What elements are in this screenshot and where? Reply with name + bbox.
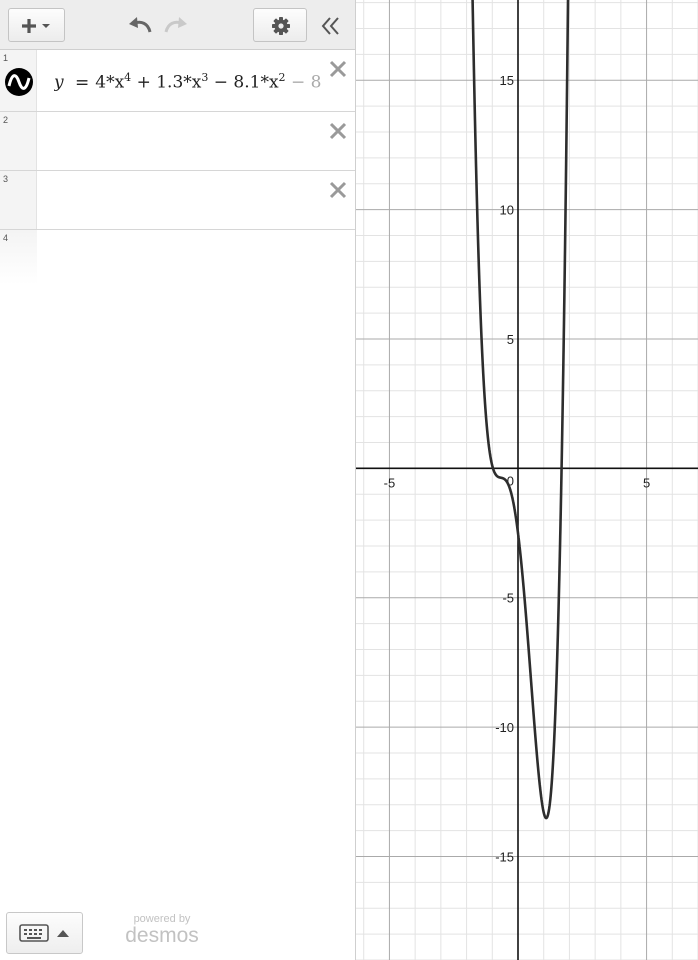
y-tick-label: -10 xyxy=(495,720,514,735)
grid-minor xyxy=(356,0,698,960)
expression-formula[interactable]: y = 4*x4 + 1.3*x3 − 8.1*x2 − 8 xyxy=(54,71,326,93)
formula-exponent: 4 xyxy=(124,71,132,84)
expression-number: 3 xyxy=(3,174,9,184)
axes xyxy=(356,0,698,960)
expression-number: 4 xyxy=(3,233,9,243)
formula-term: + 1.3*x xyxy=(131,72,202,93)
triangle-up-icon xyxy=(57,930,69,937)
expression-row-1[interactable]: 1 y = 4*x4 + 1.3*x3 − 8.1*x2 − 8 xyxy=(0,50,355,112)
keyboard-icon xyxy=(19,924,49,942)
expression-panel: 1 y = 4*x4 + 1.3*x3 − 8.1*x2 − 8 2 3 xyxy=(0,0,356,960)
expression-gutter: 3 xyxy=(0,171,37,229)
delete-expression-icon[interactable] xyxy=(327,58,349,80)
y-tick-label: 10 xyxy=(500,203,514,218)
y-tick-label: 15 xyxy=(500,73,514,88)
function-curve[interactable] xyxy=(471,0,570,820)
formula-term: 4*x xyxy=(95,72,125,93)
x-tick-label: -5 xyxy=(384,475,396,490)
powered-by-label: powered by xyxy=(133,913,191,925)
expression-gutter: 1 xyxy=(0,50,37,111)
gear-icon xyxy=(272,17,290,35)
expression-gutter: 4 xyxy=(0,230,37,285)
expression-row-3[interactable]: 3 xyxy=(0,171,355,230)
expression-toolbar xyxy=(0,0,355,50)
keyboard-toggle-button[interactable] xyxy=(6,912,83,954)
formula-term: − 8 xyxy=(285,72,322,93)
origin-label: 0 xyxy=(507,473,514,488)
x-tick-label: 5 xyxy=(643,475,650,490)
formula-lhs: y xyxy=(54,72,64,93)
formula-equals: = xyxy=(75,72,90,93)
formula-exponent: 2 xyxy=(278,71,286,84)
tick-labels: -5 0 5 15 10 5 -5 -10 -15 xyxy=(384,73,651,864)
brand-logo-text: desmos xyxy=(125,924,199,947)
expression-gutter: 2 xyxy=(0,112,37,170)
settings-button[interactable] xyxy=(253,8,307,42)
formula-exponent: 3 xyxy=(201,71,209,84)
graph-canvas[interactable]: -5 0 5 15 10 5 -5 -10 -15 xyxy=(356,0,698,960)
graph-style-icon[interactable] xyxy=(4,67,34,97)
y-tick-label: 5 xyxy=(507,332,514,347)
redo-icon[interactable] xyxy=(162,12,190,38)
expression-number: 1 xyxy=(3,53,9,63)
add-item-button[interactable] xyxy=(8,8,65,42)
powered-by-desmos[interactable]: powered by desmos xyxy=(123,913,201,947)
expression-row-4[interactable]: 4 xyxy=(0,230,355,285)
collapse-panel-icon[interactable] xyxy=(318,14,344,38)
formula-term: − 8.1*x xyxy=(208,72,279,93)
y-tick-label: -15 xyxy=(495,849,514,864)
expression-row-2[interactable]: 2 xyxy=(0,112,355,171)
delete-expression-icon[interactable] xyxy=(327,179,349,201)
undo-icon[interactable] xyxy=(126,12,154,38)
delete-expression-icon[interactable] xyxy=(327,120,349,142)
y-tick-label: -5 xyxy=(502,591,514,606)
plus-with-caret-icon xyxy=(22,19,50,33)
expression-number: 2 xyxy=(3,115,9,125)
